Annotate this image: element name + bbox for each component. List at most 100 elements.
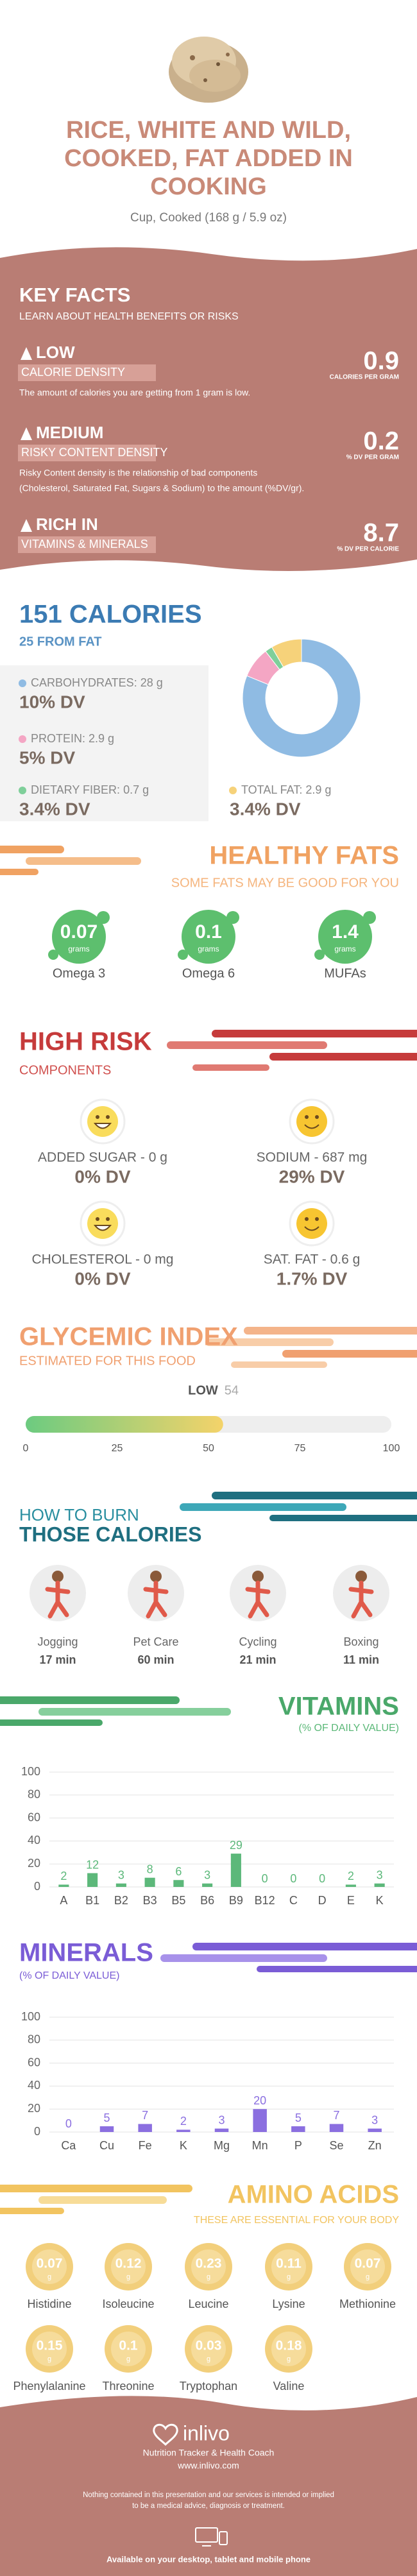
value-label: 20 [253,2094,266,2107]
bar [176,2129,191,2132]
emoji-face [296,1106,327,1137]
nutrient-dv: 3.4% DV [19,799,90,819]
bar [87,1873,98,1887]
bar [374,1883,385,1887]
nutrient-amount: 2.9 g [89,732,114,745]
amino-value: 0.03 [196,2339,222,2353]
fact-icon [21,427,32,440]
emoji-eye [315,1115,319,1119]
activity-time: 60 min [137,1653,174,1666]
serving-size: Cup, Cooked (168 g / 5.9 oz) [130,211,287,225]
fact-label: VITAMINS & MINERALS [21,538,148,550]
decor-stripes [180,1492,417,1521]
value-label: 7 [333,2109,339,2122]
amino-unit: g [126,2273,130,2281]
activity-figure [45,1580,71,1619]
amino-unit: g [207,2355,210,2363]
url: www.inlivo.com [177,2461,239,2471]
fat-unit: grams [334,944,355,953]
label-band [18,445,156,461]
emoji-eye [106,1217,110,1221]
amino-inner [271,2249,306,2284]
x-tick-label: Fe [139,2139,152,2152]
fact-level: MEDIUM [36,423,103,442]
vitamins-subtitle: (% OF DAILY VALUE) [299,1723,399,1734]
decor-stripes [0,2185,192,2214]
tagline: Nutrition Tracker & Health Coach [143,2448,275,2458]
fact-label: RISKY CONTENT DENSITY [21,446,167,459]
title: COOKING [150,173,267,200]
emoji-face [87,1106,118,1137]
amino-name: Phenylalanine [13,2380,85,2393]
x-tick-label: 100 [383,1443,400,1454]
activity-name: Pet Care [133,1635,178,1648]
amino-name: Methionine [339,2298,396,2310]
bar [345,1884,356,1887]
amino-name: Isoleucine [102,2298,154,2310]
vitamins-title: VITAMINS [278,1693,399,1721]
nutrient-label: TOTAL FAT: 2.9 g [241,783,331,796]
brand: inlivo [183,2421,230,2444]
x-tick-label: B6 [200,1894,214,1907]
y-tick-label: 40 [28,2079,40,2092]
emoji-eye [305,1217,309,1221]
calories-subtitle: 25 FROM FAT [19,635,102,649]
activity-figure [245,1580,271,1619]
nutrient-dv: 5% DV [19,747,75,767]
amino-value: 0.07 [355,2256,381,2271]
value-label: 3 [204,1868,210,1881]
amino-unit: g [47,2355,51,2363]
food-image [169,37,248,103]
bar [329,2124,344,2132]
x-tick-label: 50 [203,1443,214,1454]
fact-description: (Cholesterol, Saturated Fat, Sugars & So… [19,483,304,493]
amino-name: Histidine [27,2298,71,2310]
title: RICE, WHITE AND WILD, [66,117,351,144]
amino-unit: g [287,2273,291,2281]
x-tick-label: Mg [214,2139,230,2152]
fact-icon [21,347,32,360]
fat-bubble [178,950,188,960]
bar [138,2124,152,2132]
disclaimer: to be a medical advice, diagnosis or tre… [132,2502,285,2510]
risk-label: ADDED SUGAR - 0 g [38,1150,167,1165]
footer-background [0,2396,417,2576]
burn-title: THOSE CALORIES [19,1523,201,1546]
label-band [18,536,156,553]
y-tick-label: 0 [34,2125,40,2138]
activity-figure [143,1580,169,1619]
activity-figure [348,1580,374,1619]
x-tick-label: K [180,2139,187,2152]
fat-value: 0.1 [195,921,222,943]
x-tick-label: B12 [255,1894,275,1907]
amino-unit: g [207,2273,210,2281]
emoji-eye [106,1115,110,1119]
bar [173,1880,184,1887]
glycemic-subtitle: ESTIMATED FOR THIS FOOD [19,1354,196,1368]
fat-name: MUFAs [324,966,366,980]
amino-inner [111,2249,146,2284]
nutrient-label: CARBOHYDRATES: 28 g [31,676,163,689]
value-label: 3 [218,2113,225,2126]
risk-label: CHOLESTEROL - 0 mg [32,1252,174,1267]
amino-inner [350,2249,385,2284]
y-tick-label: 20 [28,2102,40,2115]
y-tick-label: 0 [34,1880,40,1893]
amino-value: 0.11 [276,2256,302,2271]
x-tick-label: E [347,1894,355,1907]
x-tick-label: Mn [252,2139,268,2152]
value-label: 3 [118,1868,124,1881]
risk-label: SODIUM - 687 mg [257,1150,368,1165]
bar [202,1883,213,1887]
decor-stripes [205,1327,417,1368]
x-tick-label: A [60,1894,67,1907]
amino-inner [111,2332,146,2366]
decor-stripes [0,846,141,875]
gauge-level: LOW [188,1383,218,1397]
value-label: 0 [262,1872,268,1885]
amino-inner [271,2332,306,2366]
emoji-eye [96,1115,99,1119]
bar [144,1877,155,1887]
value-label: 0 [65,2117,72,2130]
x-tick-label: P [294,2139,302,2152]
